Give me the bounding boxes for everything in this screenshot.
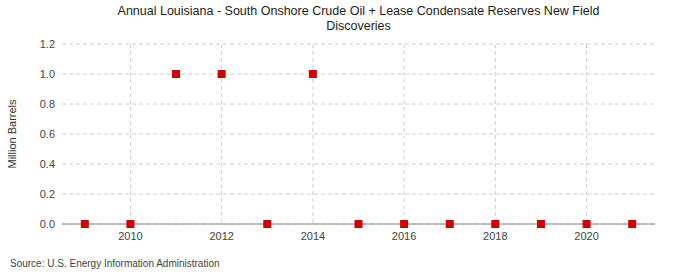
x-tick-label: 2012 <box>209 230 233 242</box>
y-grid-line <box>62 104 655 105</box>
point <box>355 220 363 228</box>
point <box>583 220 591 228</box>
y-tick-label: 0.8 <box>40 98 55 110</box>
point <box>309 70 317 78</box>
title-line: Discoveries <box>326 19 391 33</box>
x-tick-label: 2020 <box>574 230 598 242</box>
x-tick-label: 2016 <box>392 230 416 242</box>
x-grid-line <box>404 44 405 224</box>
y-grid-line <box>62 74 655 75</box>
y-tick-label: 0.2 <box>40 188 55 200</box>
point <box>537 220 545 228</box>
y-tick-label: 0.4 <box>40 158 55 170</box>
point <box>400 220 408 228</box>
y-grid-line <box>62 194 655 195</box>
y-tick-label: 1.2 <box>40 38 55 50</box>
x-grid-line <box>130 44 131 224</box>
point <box>172 70 180 78</box>
title: Annual Louisiana - South Onshore Crude O… <box>118 4 600 33</box>
y-tick-label: 0.0 <box>40 218 55 230</box>
point <box>81 220 89 228</box>
point <box>263 220 271 228</box>
axes: 0.0 0.2 0.4 0.6 0.8 1.0 1.2 2010 2012 2014 2016 201… <box>40 38 655 242</box>
grid <box>62 44 655 224</box>
title-line: Annual Louisiana - South Onshore Crude O… <box>118 4 600 18</box>
chart: Annual Louisiana - South Onshore Crude O… <box>0 0 675 275</box>
x-tick-label: 2014 <box>301 230 325 242</box>
point <box>218 70 226 78</box>
x-tick-label: 2010 <box>118 230 142 242</box>
source: Source: U.S. Energy Information Administ… <box>10 258 220 269</box>
y-tick-label: 0.6 <box>40 128 55 140</box>
x-grid-line <box>586 44 587 224</box>
point <box>126 220 134 228</box>
point <box>491 220 499 228</box>
y-tick-label: 1.0 <box>40 68 55 80</box>
x-grid-line <box>495 44 496 224</box>
point <box>628 220 636 228</box>
point <box>446 220 454 228</box>
y-axis-label: Million Barrels <box>6 99 18 169</box>
x-tick-label: 2018 <box>483 230 507 242</box>
y-grid-line <box>62 134 655 135</box>
points <box>81 70 636 228</box>
y-grid-line <box>62 44 655 45</box>
y-grid-line <box>62 164 655 165</box>
